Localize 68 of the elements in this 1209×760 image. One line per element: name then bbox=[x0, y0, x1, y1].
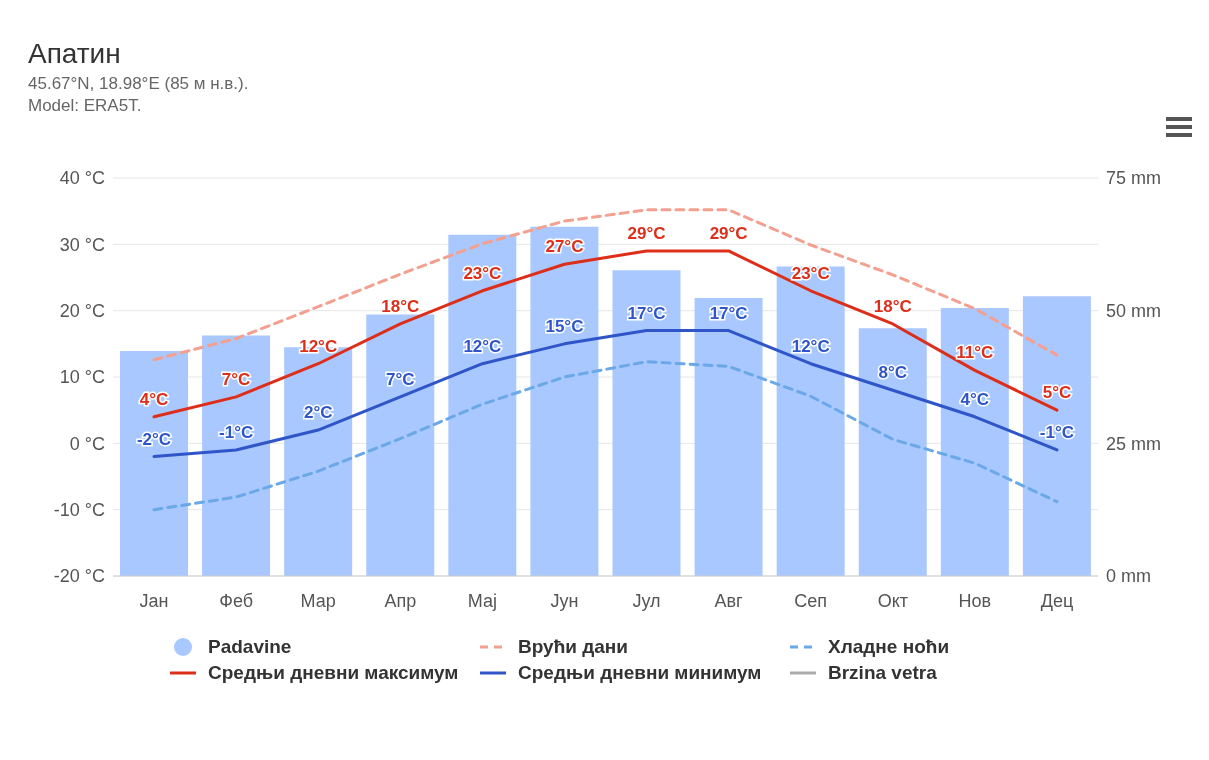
chart-title: Апатин bbox=[28, 38, 122, 70]
data-label: 27°C bbox=[545, 237, 584, 257]
x-tick-label: Јан bbox=[139, 590, 169, 611]
line-series bbox=[152, 208, 1059, 362]
data-label: 29°C bbox=[627, 223, 666, 243]
bar bbox=[366, 314, 435, 576]
data-label: 18°C bbox=[873, 296, 912, 316]
legend-label: Хладне ноћи bbox=[828, 636, 950, 658]
legend-label: Brzina vetra bbox=[828, 662, 937, 684]
bar bbox=[448, 234, 517, 576]
y-tick-label: 10 °C bbox=[59, 367, 105, 388]
bar bbox=[120, 351, 188, 576]
data-label: 4°C bbox=[139, 389, 169, 409]
x-tick-label: Авг bbox=[714, 590, 744, 611]
bar bbox=[612, 270, 681, 576]
x-tick-label: Мар bbox=[300, 590, 336, 611]
data-label: 23°C bbox=[463, 263, 502, 283]
bar bbox=[694, 297, 763, 576]
bar bbox=[940, 308, 1009, 576]
data-label: 17°C bbox=[709, 303, 748, 323]
data-label: 29°C bbox=[709, 223, 748, 243]
y-tick-label: -10 °C bbox=[53, 500, 105, 521]
x-tick-label: Нов bbox=[958, 590, 992, 611]
y-tick-label: 0 °C bbox=[69, 433, 105, 454]
x-tick-label: Окт bbox=[877, 590, 908, 611]
bar bbox=[1022, 296, 1091, 576]
x-tick-label: Апр bbox=[384, 590, 417, 611]
y-tick-label: 30 °C bbox=[59, 234, 105, 255]
y-tick-label: 20 °C bbox=[59, 301, 105, 322]
bar bbox=[202, 335, 271, 576]
y2-tick-label: 75 mm bbox=[1106, 168, 1162, 189]
data-label: 7°C bbox=[386, 369, 415, 389]
x-tick-label: Јун bbox=[550, 590, 579, 611]
y2-tick-label: 25 mm bbox=[1106, 433, 1162, 454]
chart-subtitle: 45.67°N, 18.98°E (85 м н.в.). bbox=[28, 74, 250, 94]
legend-label: Средњи дневни минимум bbox=[518, 662, 762, 684]
x-tick-label: Јул bbox=[632, 590, 661, 611]
data-label: -2°C bbox=[136, 429, 172, 449]
legend-label: Врући дани bbox=[518, 636, 628, 658]
x-tick-label: Феб bbox=[219, 590, 254, 611]
x-tick-label: Дец bbox=[1040, 590, 1074, 611]
data-label: 5°C bbox=[1042, 383, 1072, 403]
bar bbox=[776, 266, 845, 576]
x-tick-label: Сеп bbox=[794, 590, 828, 611]
data-label: 15°C bbox=[545, 316, 584, 336]
text: Model: ERA5T. bbox=[28, 96, 143, 116]
data-label: 11°C bbox=[956, 343, 994, 363]
data-label: 12°C bbox=[299, 336, 338, 356]
data-label: 23°C bbox=[791, 263, 830, 283]
data-label: 2°C bbox=[303, 403, 333, 423]
data-label: 18°C bbox=[381, 296, 420, 316]
bar bbox=[858, 328, 927, 576]
data-label: 17°C bbox=[627, 303, 666, 323]
data-label: 8°C bbox=[878, 363, 908, 383]
data-label: 4°C bbox=[960, 389, 990, 409]
legend-label: Padavine bbox=[208, 636, 292, 658]
data-label: 12°C bbox=[791, 336, 830, 356]
data-label: 12°C bbox=[463, 336, 502, 356]
legend-label: Средњи дневни максимум bbox=[208, 662, 459, 684]
data-label: 7°C bbox=[221, 369, 251, 389]
bar bbox=[530, 226, 599, 576]
data-label: -1°C bbox=[1039, 422, 1075, 442]
y2-tick-label: 0 mm bbox=[1106, 566, 1151, 587]
y2-tick-label: 50 mm bbox=[1106, 301, 1162, 322]
y-tick-label: 40 °C bbox=[59, 168, 105, 189]
y-tick-label: -20 °C bbox=[53, 566, 105, 587]
data-label: -1°C bbox=[219, 422, 254, 442]
x-tick-label: Мај bbox=[467, 590, 497, 611]
